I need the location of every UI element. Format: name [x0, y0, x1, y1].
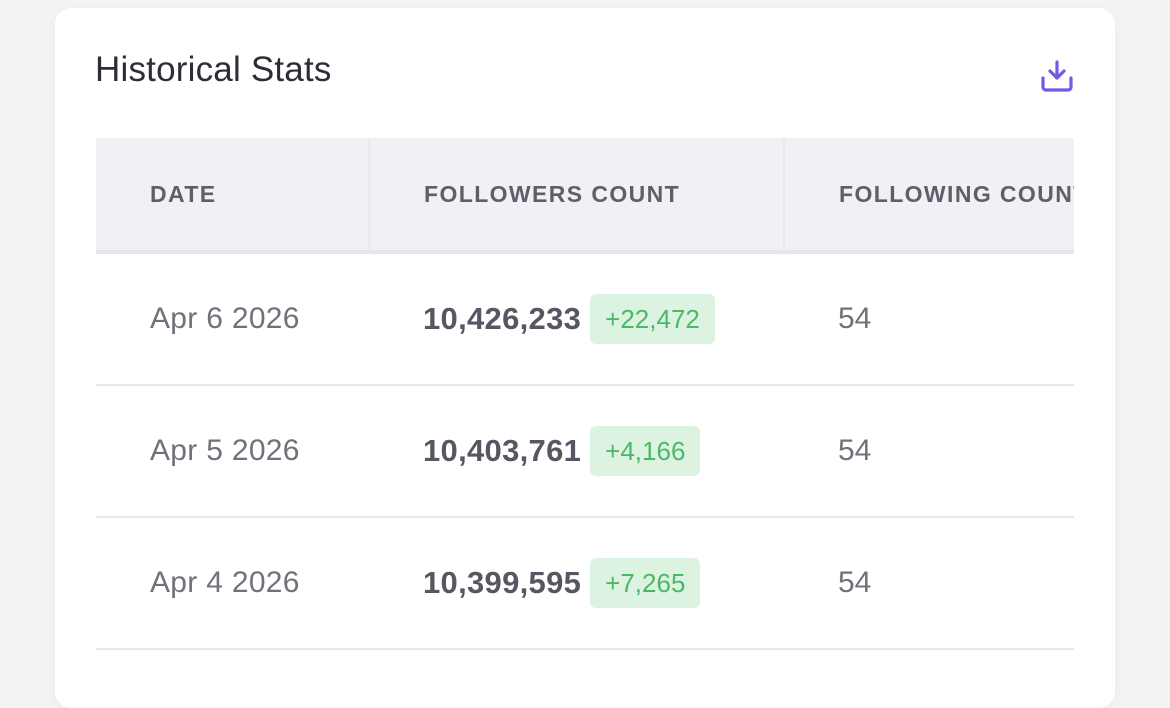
stats-table-scroll[interactable]: DATE FOLLOWERS COUNT FOLLOWING COUNT Apr… — [96, 138, 1074, 650]
column-header-date[interactable]: DATE — [96, 138, 370, 252]
date-cell: Apr 6 2026 — [96, 252, 369, 386]
date-cell: Apr 5 2026 — [96, 385, 369, 518]
column-header-followers-count[interactable]: FOLLOWERS COUNT — [369, 138, 785, 252]
following-count: 54 — [838, 302, 872, 335]
download-icon — [1041, 60, 1073, 92]
date-cell: Apr 4 2026 — [96, 517, 369, 650]
followers-count: 10,403,761 — [423, 433, 582, 468]
following-cell: 54 — [784, 385, 1074, 518]
download-button[interactable] — [1037, 56, 1077, 96]
row-date: Apr 5 2026 — [150, 434, 300, 467]
following-cell: 54 — [784, 517, 1074, 650]
historical-stats-card: Historical Stats DATE FOLLOWERS COUNT FO… — [55, 8, 1115, 708]
table-row: Apr 5 2026 10,403,761 +4,166 54 — [96, 385, 1074, 518]
followers-delta-badge: +7,265 — [590, 558, 701, 608]
followers-cell: 10,426,233 +22,472 — [369, 252, 784, 386]
stats-table: DATE FOLLOWERS COUNT FOLLOWING COUNT Apr… — [96, 138, 1074, 650]
followers-cell: 10,399,595 +7,265 — [369, 517, 784, 650]
table-row: Apr 4 2026 10,399,595 +7,265 54 — [96, 517, 1074, 650]
followers-cell: 10,403,761 +4,166 — [369, 385, 784, 518]
followers-delta-badge: +22,472 — [590, 294, 715, 344]
followers-count: 10,399,595 — [423, 565, 582, 600]
card-title: Historical Stats — [95, 50, 332, 89]
table-header-row: DATE FOLLOWERS COUNT FOLLOWING COUNT — [96, 138, 1074, 252]
followers-delta-badge: +4,166 — [590, 426, 701, 476]
row-date: Apr 6 2026 — [150, 302, 300, 335]
following-cell: 54 — [784, 252, 1074, 386]
following-count: 54 — [838, 566, 872, 599]
following-count: 54 — [838, 434, 872, 467]
row-date: Apr 4 2026 — [150, 566, 300, 599]
column-header-following-count[interactable]: FOLLOWING COUNT — [784, 138, 1074, 252]
table-row: Apr 6 2026 10,426,233 +22,472 54 — [96, 252, 1074, 386]
followers-count: 10,426,233 — [423, 301, 582, 336]
